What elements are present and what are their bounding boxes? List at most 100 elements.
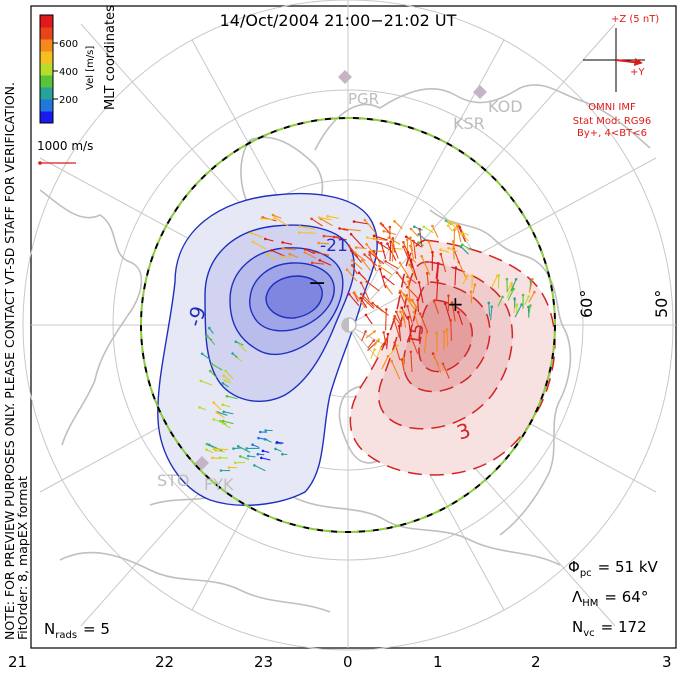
velocity-vector [426, 273, 429, 286]
velocity-vector-origin [512, 287, 515, 291]
velocity-vector-origin [391, 242, 395, 245]
velocity-vector [406, 306, 414, 326]
velocity-vector-origin [281, 247, 285, 250]
velocity-vector [524, 296, 530, 305]
velocity-vector-origin [260, 456, 263, 460]
velocity-vector [410, 228, 419, 237]
velocity-vector-origin [200, 352, 204, 356]
stat-n-rads: Nrads = 5 [44, 620, 110, 641]
velocity-vector-origin [393, 341, 397, 344]
velocity-vector [454, 267, 457, 286]
velocity-vector [353, 292, 366, 309]
velocity-vector [382, 224, 391, 235]
velocity-vector [365, 330, 375, 339]
velocity-vector-origin [376, 241, 380, 244]
velocity-vector-origin [454, 266, 458, 269]
velocity-vector [366, 281, 380, 292]
station-label-kod: KOD [488, 97, 523, 116]
velocity-vector [327, 215, 339, 219]
velocity-vector [410, 259, 418, 281]
mlt-label-1: 1 [433, 653, 443, 671]
velocity-vector [319, 259, 332, 266]
velocity-vector-origin [391, 237, 395, 240]
velocity-vector-origin [270, 249, 273, 252]
velocity-vector [403, 294, 416, 311]
stat-lambda-sub: HM [582, 598, 598, 609]
velocity-vector-origin [520, 303, 523, 306]
coastline-southwest [59, 551, 331, 613]
velocity-vector [304, 252, 317, 259]
velocity-vector-origin [409, 244, 412, 248]
velocity-vectors [198, 213, 536, 472]
velocity-vector-origin [261, 449, 265, 453]
velocity-vector [320, 218, 333, 227]
velocity-vector [440, 254, 447, 273]
velocity-vector-origin [418, 312, 422, 315]
velocity-vector [460, 246, 469, 255]
velocity-vector [394, 220, 403, 230]
velocity-vector [299, 225, 315, 230]
velocity-vector [458, 261, 468, 280]
velocity-vector-origin [406, 285, 409, 289]
velocity-vector [376, 347, 382, 358]
velocity-vector-origin [382, 275, 386, 279]
velocity-vector-origin [363, 218, 367, 222]
velocity-vector-origin [379, 241, 383, 245]
mlt-label-3: 3 [662, 653, 672, 671]
velocity-vector-origin [417, 233, 421, 236]
velocity-vector-origin [406, 251, 410, 254]
velocity-vector-origin [238, 343, 242, 347]
velocity-vector-origin [385, 337, 389, 341]
stat-phi-symbol: Φ [568, 558, 580, 576]
coastline-west [39, 189, 143, 446]
velocity-vector [365, 314, 373, 325]
velocity-vector-origin [402, 245, 405, 249]
velocity-vector-origin [473, 283, 477, 287]
velocity-vector-origin [395, 310, 398, 314]
velocity-vector-origin [359, 281, 363, 285]
velocity-vector [353, 221, 369, 225]
velocity-vector-origin [227, 466, 231, 469]
colorbar-tick-400: 400 [59, 67, 78, 78]
velocity-vector [436, 333, 438, 352]
velocity-vector-origin [274, 447, 277, 451]
velocity-vector-origin [326, 214, 329, 218]
velocity-vector-origin [264, 429, 268, 432]
velocity-vector-origin [205, 448, 208, 452]
stat-phi-value: = 51 kV [598, 558, 659, 576]
velocity-vector-origin [207, 443, 211, 447]
velocity-vector-origin [465, 274, 469, 278]
velocity-vector-origin [212, 418, 216, 421]
station-label-ksr: KSR [453, 114, 485, 133]
velocity-vector [488, 302, 491, 317]
velocity-scale-origin [38, 161, 42, 165]
velocity-vector [417, 299, 420, 312]
velocity-vector-origin [317, 216, 321, 219]
velocity-vector [381, 356, 389, 370]
velocity-vector-origin [210, 362, 214, 366]
stat-lambda-symbol: Λ [572, 588, 583, 606]
mlt-label-22: 22 [155, 653, 174, 671]
velocity-vector [387, 243, 397, 261]
velocity-vector [364, 254, 378, 267]
velocity-vector [506, 285, 514, 299]
velocity-vector-origin [407, 280, 410, 283]
colorbar-segment [40, 99, 53, 112]
velocity-vector [412, 241, 417, 259]
velocity-vector [510, 279, 517, 292]
velocity-vector [289, 253, 299, 259]
velocity-vector-origin [527, 295, 530, 298]
velocity-vector-origin [444, 219, 448, 223]
velocity-vector [362, 259, 371, 271]
velocity-vector-origin [398, 291, 402, 294]
velocity-vector-origin [372, 339, 376, 343]
velocity-vector-origin [404, 235, 408, 238]
velocity-vector [396, 272, 407, 286]
velocity-vector-origin [460, 233, 464, 236]
velocity-vector-origin [318, 259, 322, 262]
velocity-vector [451, 223, 459, 230]
velocity-vector [373, 339, 380, 347]
velocity-vector [362, 297, 375, 310]
velocity-vector-origin [275, 441, 279, 444]
